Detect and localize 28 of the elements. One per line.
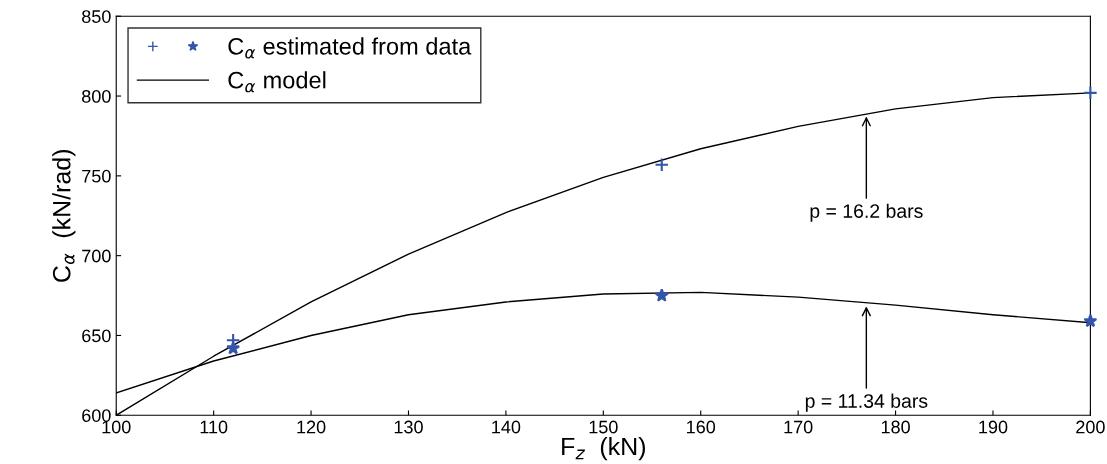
y-tick-label: 650 [82, 329, 111, 343]
legend-label: C$_{α}$ model [228, 71, 326, 93]
point [1083, 313, 1098, 328]
x-tick-label: 200 [1076, 420, 1105, 434]
x-tick-label: 190 [979, 420, 1008, 434]
x-tick-label: 180 [881, 420, 910, 434]
y-axis-title: C$_{α}$ (kN/rad) [52, 150, 76, 282]
x-tick-label: 140 [492, 420, 521, 434]
annotation: p = 16.2 bars [810, 203, 923, 222]
point [226, 340, 241, 355]
x-tick-label: 170 [784, 420, 813, 434]
x-tick-label: 160 [687, 420, 716, 434]
y-tick-label: 850 [82, 10, 111, 23]
point [654, 288, 669, 302]
point [1083, 85, 1098, 101]
annotation: p = 11.34 bars [805, 393, 928, 412]
y-tick-label: 700 [82, 249, 111, 263]
x-tick-label: 130 [394, 420, 423, 434]
point [654, 157, 670, 172]
x-tick-label: 110 [200, 420, 228, 434]
y-tick-label: 750 [82, 169, 111, 183]
x-axis-title: F$_{z}$ (kN) [562, 436, 645, 461]
y-tick-label: 800 [82, 89, 111, 103]
y-tick-label: 600 [82, 409, 111, 422]
legend-label: C$_{α}$ estimated from data [228, 37, 472, 59]
x-tick-label: 100 [102, 420, 131, 434]
x-tick-label: 150 [589, 420, 618, 434]
x-tick-label: 120 [297, 420, 326, 434]
